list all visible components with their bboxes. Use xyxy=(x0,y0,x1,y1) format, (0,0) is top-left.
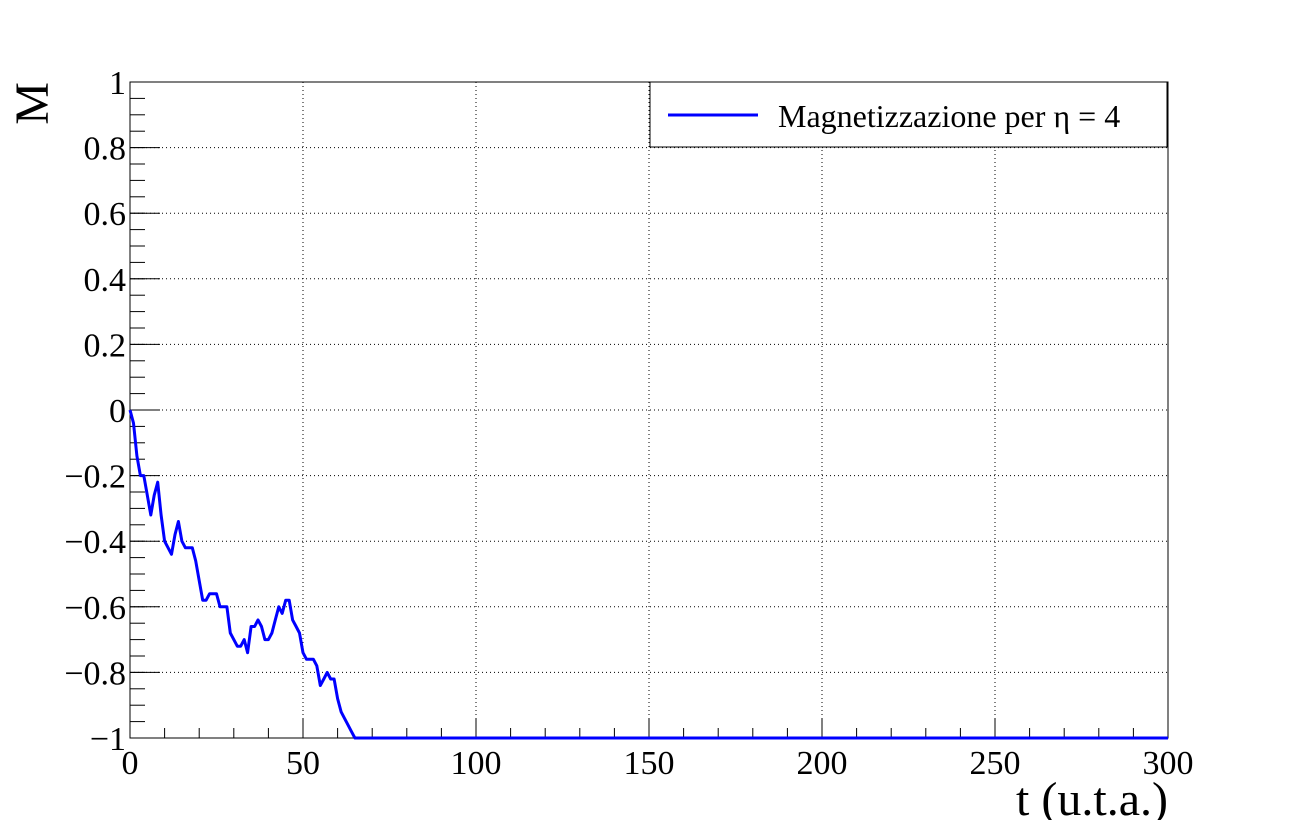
x-tick-label: 100 xyxy=(451,745,502,782)
y-tick-label: −0.4 xyxy=(64,524,126,561)
y-tick-label: 1 xyxy=(109,65,126,102)
x-tick-label: 50 xyxy=(286,745,320,782)
legend-label: Magnetizzazione per η = 4 xyxy=(778,98,1120,134)
y-axis-title: M xyxy=(6,82,59,125)
y-tick-label: 0.4 xyxy=(84,262,127,299)
y-tick-label: 0.6 xyxy=(84,196,127,233)
x-tick-label: 150 xyxy=(624,745,675,782)
series-line xyxy=(128,409,1168,740)
y-tick-label: −0.6 xyxy=(64,590,126,627)
y-tick-label: −0.8 xyxy=(64,655,126,692)
tick-labels: 0 50 100 150 200 250 300 −1 −0.8 −0.6 −0.4 −0.2 0 0.2… xyxy=(64,65,1193,782)
series xyxy=(128,409,1168,740)
y-tick-label: 0 xyxy=(109,393,126,430)
y-tick-label: 0.2 xyxy=(84,327,127,364)
x-tick-label: 200 xyxy=(797,745,848,782)
grid xyxy=(130,82,1168,738)
x-tick-label: 250 xyxy=(970,745,1021,782)
y-tick-label: −1 xyxy=(90,721,126,758)
y-tick-label: 0.8 xyxy=(84,131,127,168)
x-tick-label: 0 xyxy=(122,745,139,782)
y-tick-label: −0.2 xyxy=(64,459,126,496)
legend: Magnetizzazione per η = 4 xyxy=(649,81,1168,148)
x-axis-title: t (u.t.a.) xyxy=(1016,773,1168,820)
x-tick-label: 300 xyxy=(1143,745,1194,782)
